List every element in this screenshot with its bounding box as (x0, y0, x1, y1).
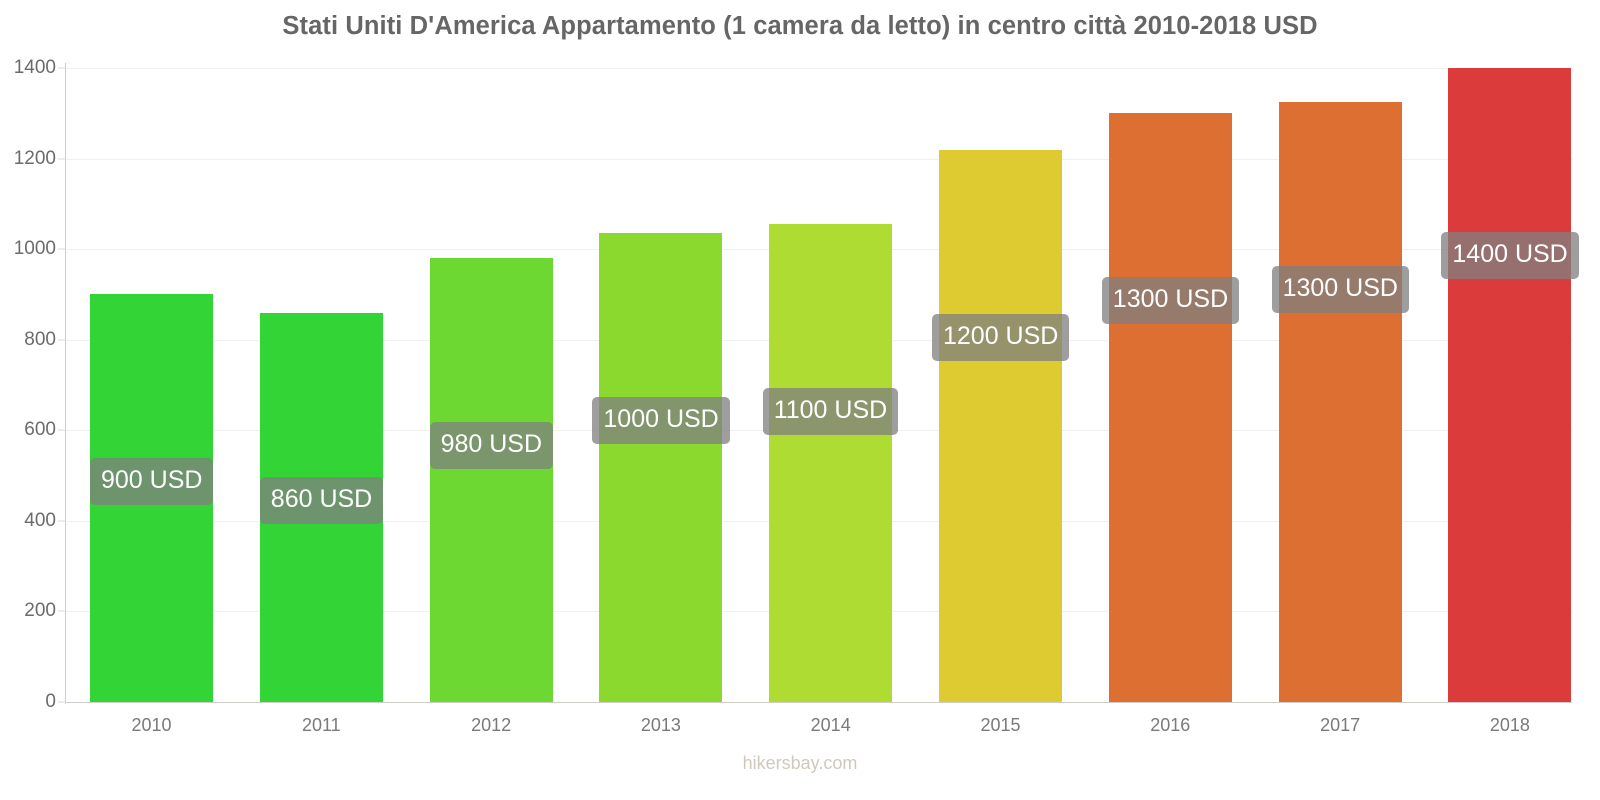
y-tick-mark (58, 339, 66, 341)
x-tick-label: 2017 (1320, 715, 1361, 735)
y-axis-line (65, 63, 66, 704)
plot-area: 0 200 400 600 800 1000 1200 1400 900 USD 860 USD… (14, 57, 1579, 712)
y-tick-mark (58, 520, 66, 522)
bar-value-label: 860 USD (259, 476, 384, 524)
y-tick-mark (58, 610, 66, 612)
x-tick-label: 2010 (131, 715, 172, 735)
y-tick-mark (58, 701, 66, 703)
bar-value-label: 1400 USD (1441, 232, 1579, 279)
x-axis-line (66, 702, 1572, 703)
x-tick-label: 2014 (810, 715, 851, 735)
gridline (66, 158, 1572, 160)
bar-value-label: 1300 USD (1101, 277, 1240, 325)
x-tick-label: 2013 (640, 715, 681, 735)
bar-value-label: 1300 USD (1271, 265, 1409, 313)
x-tick-label: 2011 (301, 715, 341, 735)
bar[interactable] (1448, 68, 1572, 702)
x-tick-label: 2018 (1489, 715, 1530, 735)
y-tick-label: 1400 (13, 57, 56, 78)
y-tick-mark (58, 429, 66, 431)
bar[interactable] (1108, 113, 1232, 702)
bar-value-label: 980 USD (429, 422, 554, 470)
y-tick-label: 1000 (13, 238, 56, 260)
bar-value-label: 1200 USD (932, 313, 1070, 361)
x-tick-label: 2012 (471, 715, 512, 735)
bar-value-label: 1100 USD (762, 388, 899, 436)
gridline (66, 68, 1572, 69)
bar-value-label: 1000 USD (592, 397, 730, 445)
x-tick-label: 2015 (980, 715, 1021, 735)
bar[interactable] (429, 258, 553, 702)
x-tick-label: 2016 (1150, 715, 1191, 735)
y-tick-label: 400 (24, 509, 56, 531)
y-tick-label: 200 (24, 600, 56, 622)
y-tick-label: 800 (24, 328, 56, 350)
y-tick-mark (58, 248, 66, 250)
chart-title: Stati Uniti D'America Appartamento (1 ca… (282, 12, 1318, 40)
y-tick-label: 0 (45, 691, 56, 712)
bar[interactable] (939, 149, 1062, 702)
y-tick-label: 1200 (13, 147, 56, 169)
bar[interactable] (769, 224, 893, 702)
y-tick-mark (58, 158, 66, 160)
bar-value-label: 900 USD (90, 458, 214, 506)
source-watermark: hikersbay.com (742, 753, 858, 773)
y-tick-label: 600 (24, 419, 56, 441)
y-tick-mark (58, 67, 66, 69)
bar[interactable] (599, 233, 723, 702)
bar[interactable] (1278, 101, 1402, 702)
